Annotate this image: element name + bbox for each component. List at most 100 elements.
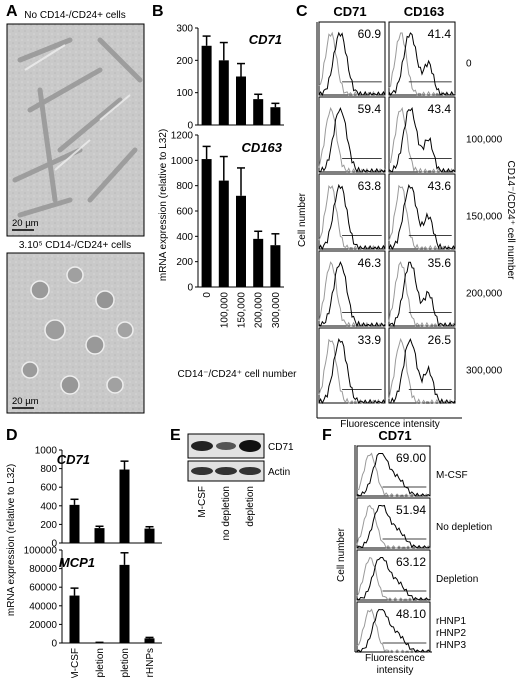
bar xyxy=(270,107,281,125)
y-tick-label: 100 xyxy=(176,88,193,99)
x-tick-label: 150,000 xyxy=(237,292,248,329)
x-tick-label: rHNPs xyxy=(145,648,156,677)
bar xyxy=(201,45,212,125)
panel-c-xlabel: Fluorescence intensity xyxy=(340,419,440,430)
bar xyxy=(236,195,246,287)
y-tick-label: 60000 xyxy=(29,583,57,594)
blot-band-actin-mcsf xyxy=(191,467,213,475)
y-tick-label: 1000 xyxy=(35,446,58,457)
bar-chart-cd163-cell-number: 0 200 400 600 800 1000 1200 0 100,000 150,000 200,… xyxy=(171,131,284,329)
histogram-stain-curve xyxy=(318,260,386,328)
bar xyxy=(218,60,229,126)
blot-band-cd71-depletion xyxy=(239,440,261,452)
histogram-isotype-curve xyxy=(356,556,431,601)
blot-label-actin: Actin xyxy=(268,467,290,478)
chart-title: CD71 xyxy=(57,452,90,467)
histogram-row-label: rHNP2 xyxy=(436,628,466,639)
y-tick-label: 80000 xyxy=(29,564,57,575)
histogram-stain-curve xyxy=(318,183,386,251)
bar xyxy=(236,76,246,125)
panel-e-label: E xyxy=(170,427,181,444)
x-tick-label: Depletion xyxy=(120,648,131,678)
histogram-percent: 59.4 xyxy=(358,102,382,116)
y-tick-label: 300 xyxy=(176,24,193,35)
panel-b-xlabel: CD14⁻/CD24⁺ cell number xyxy=(178,369,298,380)
y-tick-label: 600 xyxy=(176,207,193,218)
histogram-row-condition: 300,000 xyxy=(466,366,503,377)
histogram-row-label: No depletion xyxy=(436,522,492,533)
histogram-stain-curve xyxy=(356,504,431,549)
panel-f-label: F xyxy=(322,427,332,444)
bar xyxy=(69,504,80,543)
y-tick-label: 800 xyxy=(176,181,193,192)
x-tick-label: M-CSF xyxy=(70,648,81,678)
x-tick-label: 300,000 xyxy=(271,292,282,329)
histogram-percent: 63.8 xyxy=(358,179,382,193)
y-tick-label: 200 xyxy=(176,56,193,67)
blot-band-cd71-mcsf xyxy=(191,441,213,451)
bar xyxy=(119,469,130,543)
micrograph-bottom xyxy=(6,252,145,414)
histogram-percent: 63.12 xyxy=(396,555,426,569)
y-tick-label: 1000 xyxy=(171,156,194,167)
x-tick-label: 0 xyxy=(202,292,213,298)
histogram-percent: 43.6 xyxy=(428,179,452,193)
histogram-stain-curve xyxy=(356,608,431,653)
histogram-isotype-curve xyxy=(388,32,456,96)
blot-lane-mcsf: M-CSF xyxy=(197,486,208,518)
histogram-row-condition: 0 xyxy=(466,59,472,70)
panel-b-label: B xyxy=(152,3,164,20)
western-blot xyxy=(187,433,265,482)
bar xyxy=(144,528,155,543)
y-tick-label: 1200 xyxy=(171,131,194,142)
blot-label-cd71: CD71 xyxy=(268,442,294,453)
chart-title: CD163 xyxy=(242,140,283,155)
y-tick-label: 400 xyxy=(176,232,193,243)
x-tick-label: 100,000 xyxy=(219,292,230,329)
panel-d-ylabel: mRNA expression (relative to L32) xyxy=(6,464,17,616)
blot-lane-no-depletion: no depletion xyxy=(221,486,232,541)
histogram-percent: 33.9 xyxy=(358,333,382,347)
bar xyxy=(270,245,281,287)
y-tick-label: 20000 xyxy=(29,620,57,631)
histogram-stain-curve xyxy=(388,32,455,96)
histogram-row-label: rHNP3 xyxy=(436,640,466,651)
blot-band-actin-depletion xyxy=(239,467,261,475)
histogram-percent: 43.4 xyxy=(428,102,452,116)
y-tick-label: 200 xyxy=(176,257,193,268)
y-tick-label: 0 xyxy=(51,639,57,650)
blot-band-actin-nodepletion xyxy=(215,467,237,475)
panel-a-bottom-caption: 3.10⁵ CD14-/CD24+ cells xyxy=(19,240,131,251)
histogram-percent: 51.94 xyxy=(396,503,426,517)
chart-title: CD71 xyxy=(249,32,282,47)
bar xyxy=(253,238,264,287)
bar xyxy=(94,528,105,543)
bar xyxy=(253,99,264,125)
histogram-isotype-curve xyxy=(318,185,386,250)
histogram-isotype-curve xyxy=(318,106,386,173)
histogram-percent: 60.9 xyxy=(358,27,382,41)
y-tick-label: 800 xyxy=(40,464,57,475)
histogram-stain-curve xyxy=(356,453,431,497)
bar xyxy=(144,638,155,643)
histogram-stain-curve xyxy=(356,557,431,601)
panel-c-label: C xyxy=(296,3,308,20)
panel-b-ylabel: mRNA expression (relative to L32) xyxy=(158,129,169,281)
histogram-percent: 26.5 xyxy=(428,333,452,347)
y-tick-label: 100000 xyxy=(24,546,58,557)
y-tick-label: 0 xyxy=(187,283,193,294)
y-tick-label: 400 xyxy=(40,501,57,512)
histogram-row-condition: 200,000 xyxy=(466,289,503,300)
y-tick-label: 0 xyxy=(187,121,193,132)
bar xyxy=(201,159,212,287)
bar xyxy=(218,180,229,287)
histogram-percent: 46.3 xyxy=(358,256,382,270)
panel-c-right-label: CD14⁻/CD24⁺ cell number xyxy=(505,161,516,281)
histogram-isotype-curve xyxy=(318,31,386,96)
panel-d-label: D xyxy=(6,427,18,444)
histogram-stain-curve xyxy=(388,338,456,405)
y-tick-label: 600 xyxy=(40,483,57,494)
panel-f-xlabel-line1: Fluorescence xyxy=(365,653,425,664)
blot-band-cd71-nodepletion xyxy=(216,442,236,450)
